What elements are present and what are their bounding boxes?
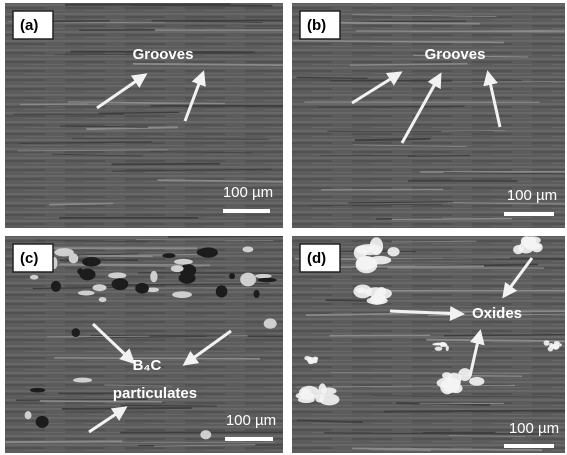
particle (172, 291, 192, 298)
oxide (554, 341, 560, 345)
particle (108, 272, 126, 278)
particle (171, 265, 184, 272)
groove (131, 5, 272, 6)
particle (253, 290, 259, 298)
annotation: particulates (113, 385, 197, 402)
annotation: Grooves (425, 46, 486, 63)
particle (162, 253, 175, 258)
particle (197, 248, 217, 257)
annotation: Oxides (472, 305, 522, 322)
oxide (549, 344, 558, 348)
groove (318, 106, 465, 107)
particle (78, 291, 95, 296)
oxide (435, 347, 443, 351)
particle (80, 269, 96, 281)
particle (25, 411, 32, 419)
groove (297, 77, 368, 78)
groove (112, 164, 220, 165)
oxide (442, 344, 447, 346)
groove (5, 441, 122, 442)
particle (216, 285, 228, 297)
oxide (372, 293, 386, 303)
groove (72, 139, 269, 140)
scale-label: 100 µm (507, 187, 557, 204)
oxide (513, 245, 523, 254)
panel-label: (c) (20, 250, 38, 267)
oxide (353, 285, 372, 299)
groove (392, 219, 512, 220)
oxide (356, 246, 372, 254)
oxide (544, 340, 550, 346)
oxide (387, 247, 399, 256)
annotation: B₄C (133, 357, 162, 374)
particle (255, 274, 272, 278)
scale-label: 100 µm (226, 412, 276, 429)
particle (73, 378, 92, 383)
particle (150, 271, 157, 282)
oxide (298, 397, 315, 403)
scale-label: 100 µm (509, 420, 559, 437)
panel-label: (d) (307, 250, 326, 267)
groove (332, 266, 484, 267)
annotation: Grooves (133, 46, 194, 63)
panel-label: (b) (307, 17, 326, 34)
panel: (b) Grooves 100 µm (292, 1, 567, 228)
particle (82, 257, 101, 267)
particle (240, 273, 256, 287)
groove (342, 23, 480, 24)
scale-label: 100 µm (223, 184, 273, 201)
panel: (d) Oxides 100 µm (292, 236, 567, 453)
particle (93, 284, 107, 291)
oxide (447, 373, 461, 387)
particle (174, 259, 193, 265)
particle (200, 430, 211, 439)
oxide (377, 287, 386, 294)
particle (99, 297, 107, 302)
particle (72, 328, 80, 337)
oxide (321, 388, 336, 395)
oxide (469, 377, 484, 386)
groove (62, 408, 192, 409)
groove (372, 1, 515, 3)
particle (242, 246, 253, 252)
particle (30, 275, 38, 280)
oxide (319, 394, 339, 406)
oxide (356, 256, 378, 273)
particle (36, 416, 49, 428)
particle (258, 278, 277, 282)
panel-label: (a) (20, 17, 38, 34)
particle (30, 388, 45, 393)
particle (54, 248, 73, 256)
particle (229, 273, 235, 279)
particle (51, 281, 61, 292)
oxide (313, 357, 317, 363)
particle (135, 283, 149, 294)
particle (264, 318, 277, 328)
figure: (a) Grooves 100 µm (b) Grooves 100 µm (c) B₄C pa… (0, 0, 567, 455)
particle (112, 278, 129, 290)
